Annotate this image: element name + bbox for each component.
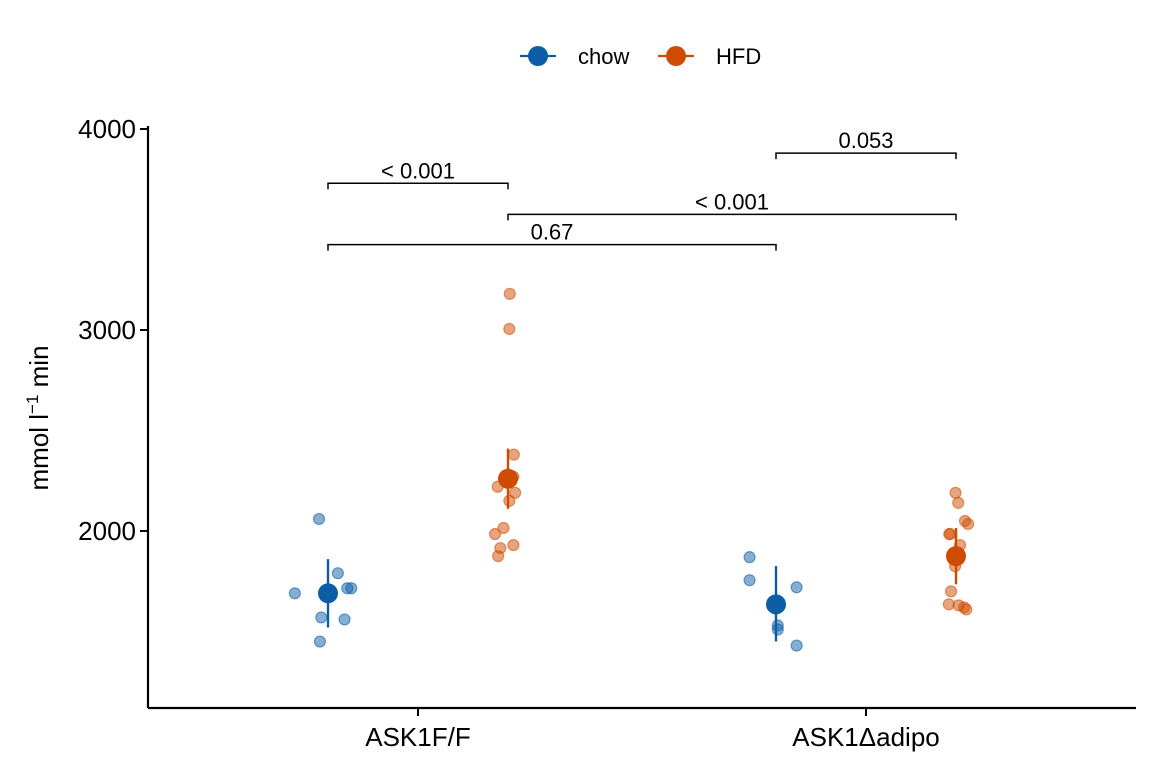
legend-key-dot <box>528 46 548 66</box>
comparison-label: 0.053 <box>838 128 893 153</box>
data-point-chow <box>315 611 328 624</box>
data-point-hfd <box>507 538 520 552</box>
data-point-hfd <box>503 287 516 300</box>
y-tick-label: 3000 <box>78 315 136 345</box>
comparison-label: < 0.001 <box>695 189 769 214</box>
x-tick-label: ASK1F/F <box>365 722 470 752</box>
y-tick-label: 2000 <box>78 516 136 546</box>
legend-key-dot <box>666 46 686 66</box>
legend-label: HFD <box>716 44 761 69</box>
data-point-hfd <box>949 486 962 499</box>
comparison-brackets: < 0.001 0.053 < 0.001 0.67 <box>327 128 957 251</box>
data-point-hfd <box>952 496 965 509</box>
data-point-chow <box>338 613 351 626</box>
comparison-bracket <box>327 243 777 251</box>
data-point-hfd <box>944 527 957 541</box>
data-point-chow <box>743 574 756 587</box>
x-tick-label: ASK1Δadipo <box>792 722 939 752</box>
data-point-hfd <box>488 527 502 541</box>
comparison-bracket <box>775 152 957 160</box>
mean-point-hfd <box>498 468 518 489</box>
data-point-hfd <box>497 521 510 535</box>
data-point-hfd <box>503 322 516 336</box>
data-point-hfd <box>507 448 520 461</box>
data-point-chow <box>790 581 803 594</box>
data-point-hfd <box>509 486 522 499</box>
comparison-bracket <box>327 182 509 190</box>
data-point-hfd <box>961 517 975 531</box>
axes: 2000 3000 4000 ASK1F/F ASK1Δadipo mmol l−1 mi… <box>23 114 1136 752</box>
data-point-chow <box>288 587 301 600</box>
comparison-label: < 0.001 <box>381 158 455 183</box>
data-point-chow <box>331 567 344 580</box>
data-point-chow <box>790 639 803 652</box>
data-point-chow <box>313 635 327 648</box>
comparison-label: 0.67 <box>531 220 574 245</box>
y-axis-title: mmol l−1 min <box>23 345 54 490</box>
y-tick-label: 4000 <box>78 114 136 144</box>
data-point-chow <box>345 582 358 595</box>
data-point-chow <box>312 512 326 526</box>
legend-label: chow <box>578 44 629 69</box>
mean-point-chow <box>318 583 338 604</box>
data-point-hfd <box>503 494 516 507</box>
mean-point-hfd <box>946 546 966 567</box>
legend: chow HFD <box>520 44 761 69</box>
data-point-chow <box>771 623 784 636</box>
data-points <box>288 287 975 652</box>
data-point-chow <box>743 551 756 564</box>
data-point-hfd <box>960 603 973 616</box>
comparison-bracket <box>507 213 957 221</box>
summary-markers <box>318 448 966 642</box>
data-point-hfd <box>492 550 505 563</box>
mean-point-chow <box>766 594 786 615</box>
data-point-hfd <box>944 585 958 598</box>
